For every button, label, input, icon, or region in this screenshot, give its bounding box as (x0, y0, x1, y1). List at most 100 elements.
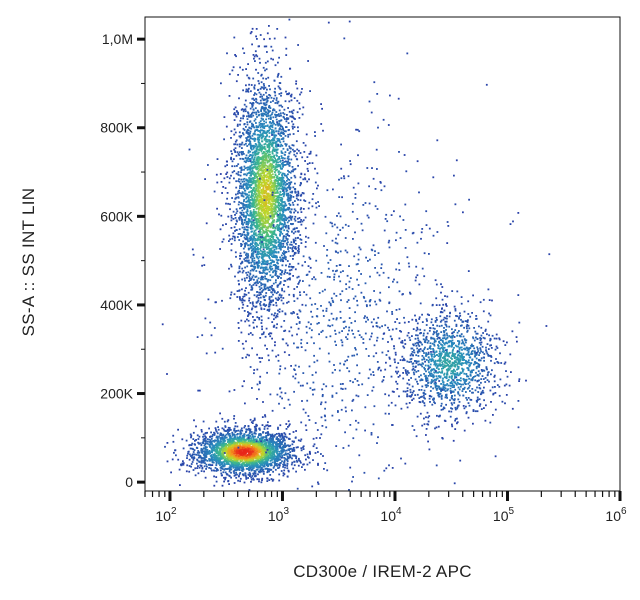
data-point (277, 296, 280, 299)
data-point (275, 111, 278, 113)
data-point (251, 257, 254, 260)
data-point (237, 479, 239, 482)
data-point (264, 415, 267, 418)
data-point (253, 86, 256, 89)
data-point (295, 140, 298, 143)
data-point (239, 430, 242, 433)
data-point (237, 464, 240, 466)
data-point (260, 276, 263, 279)
data-point (263, 192, 266, 194)
data-point (230, 130, 233, 133)
data-point (272, 264, 275, 266)
data-point (268, 266, 271, 269)
data-point (262, 278, 264, 281)
data-point (243, 236, 246, 239)
data-point (268, 160, 271, 163)
data-point (287, 200, 290, 202)
data-point (244, 244, 246, 247)
data-point (273, 252, 275, 254)
data-point (302, 208, 305, 210)
data-point (283, 181, 286, 183)
data-point (294, 215, 297, 218)
data-point (189, 447, 192, 450)
data-point (272, 165, 275, 167)
data-point (248, 126, 251, 129)
data-point (268, 167, 271, 170)
data-point (250, 195, 253, 198)
data-point (242, 461, 244, 464)
data-point (251, 422, 254, 424)
data-point (263, 169, 266, 171)
data-point (190, 456, 193, 459)
data-point (248, 275, 251, 278)
data-point (262, 436, 265, 438)
data-point (240, 427, 243, 430)
data-point (257, 251, 260, 253)
data-point (281, 213, 284, 216)
data-point (299, 440, 302, 442)
data-point (291, 247, 294, 249)
data-point (247, 222, 250, 224)
data-point (309, 453, 311, 455)
data-point (289, 203, 292, 206)
data-point (217, 426, 219, 428)
data-point (274, 433, 277, 436)
data-point (243, 440, 246, 443)
data-point (268, 446, 271, 449)
data-point (276, 259, 279, 262)
data-point (255, 122, 257, 124)
data-point (298, 107, 301, 110)
data-point (281, 105, 284, 108)
data-point (233, 474, 236, 477)
data-point (281, 258, 284, 261)
data-point (255, 125, 258, 127)
data-point (210, 454, 213, 456)
data-point (206, 446, 208, 449)
data-point (283, 473, 286, 475)
data-point (280, 138, 283, 140)
data-point (254, 306, 257, 308)
data-point (238, 473, 241, 476)
data-point (276, 122, 279, 125)
data-point (239, 167, 242, 169)
data-point (293, 450, 296, 452)
data-point (249, 132, 251, 135)
data-point (261, 325, 263, 328)
data-point (284, 466, 286, 469)
data-point (238, 218, 241, 221)
data-point (268, 146, 271, 149)
data-point (271, 232, 274, 235)
data-point (273, 168, 276, 171)
data-point (259, 174, 262, 177)
data-point (224, 443, 227, 445)
data-point (260, 315, 263, 318)
data-point (269, 303, 272, 306)
data-point (244, 245, 246, 248)
data-point (253, 263, 256, 266)
data-point (273, 248, 276, 251)
data-point (255, 253, 258, 256)
data-point (247, 456, 250, 459)
data-point (260, 437, 263, 440)
data-point (257, 160, 260, 162)
data-point (275, 458, 277, 461)
data-point (275, 142, 277, 144)
data-point (225, 445, 227, 448)
data-point (288, 424, 290, 427)
data-point (282, 437, 284, 440)
data-point (225, 436, 228, 439)
data-point (243, 187, 245, 190)
data-point (252, 473, 255, 476)
data-point (219, 412, 221, 415)
data-point (287, 452, 290, 455)
data-point (286, 278, 289, 281)
data-point (264, 237, 267, 240)
data-point (204, 458, 207, 461)
data-point (249, 312, 252, 315)
data-point (231, 440, 234, 443)
data-point (288, 145, 291, 148)
data-point (281, 435, 284, 438)
data-point (279, 141, 282, 144)
data-point (254, 163, 257, 165)
data-point (198, 460, 200, 463)
